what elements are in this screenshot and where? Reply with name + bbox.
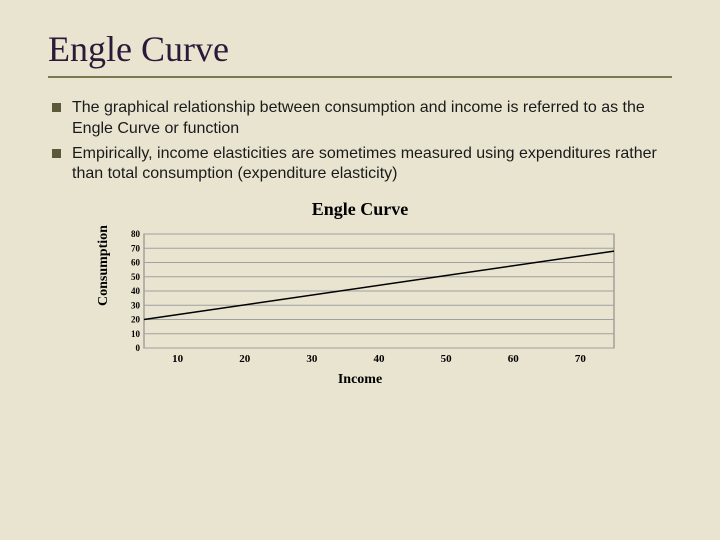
svg-text:20: 20 bbox=[131, 315, 141, 325]
svg-text:30: 30 bbox=[131, 300, 141, 310]
chart-body: Consumption 0 10 20 30 40 50 60 70 80 10 20 30 40 50 6… bbox=[80, 228, 640, 368]
svg-text:20: 20 bbox=[239, 353, 251, 365]
list-item: Empirically, income elasticities are som… bbox=[48, 144, 672, 186]
svg-text:10: 10 bbox=[172, 353, 184, 365]
svg-text:70: 70 bbox=[131, 243, 141, 253]
svg-text:40: 40 bbox=[374, 353, 386, 365]
svg-text:10: 10 bbox=[131, 329, 141, 339]
svg-text:80: 80 bbox=[131, 229, 141, 239]
list-item: The graphical relationship between consu… bbox=[48, 98, 672, 140]
svg-text:50: 50 bbox=[441, 353, 453, 365]
page-title: Engle Curve bbox=[48, 28, 672, 70]
chart-title: Engle Curve bbox=[80, 199, 640, 220]
slide: Engle Curve The graphical relationship b… bbox=[0, 0, 720, 540]
svg-text:60: 60 bbox=[131, 258, 141, 268]
chart-svg: 0 10 20 30 40 50 60 70 80 10 20 30 40 50 60 70 bbox=[114, 228, 624, 368]
svg-text:30: 30 bbox=[306, 353, 318, 365]
engle-chart: Engle Curve Consumption 0 10 20 30 40 50 60 70 8… bbox=[80, 199, 640, 388]
bullet-list: The graphical relationship between consu… bbox=[48, 98, 672, 185]
title-underline bbox=[48, 76, 672, 78]
svg-text:70: 70 bbox=[575, 353, 587, 365]
chart-ylabel: Consumption bbox=[96, 290, 112, 306]
svg-text:40: 40 bbox=[131, 286, 141, 296]
svg-text:60: 60 bbox=[508, 353, 520, 365]
svg-text:50: 50 bbox=[131, 272, 141, 282]
chart-xlabel: Income bbox=[80, 372, 640, 388]
svg-text:0: 0 bbox=[136, 343, 141, 353]
